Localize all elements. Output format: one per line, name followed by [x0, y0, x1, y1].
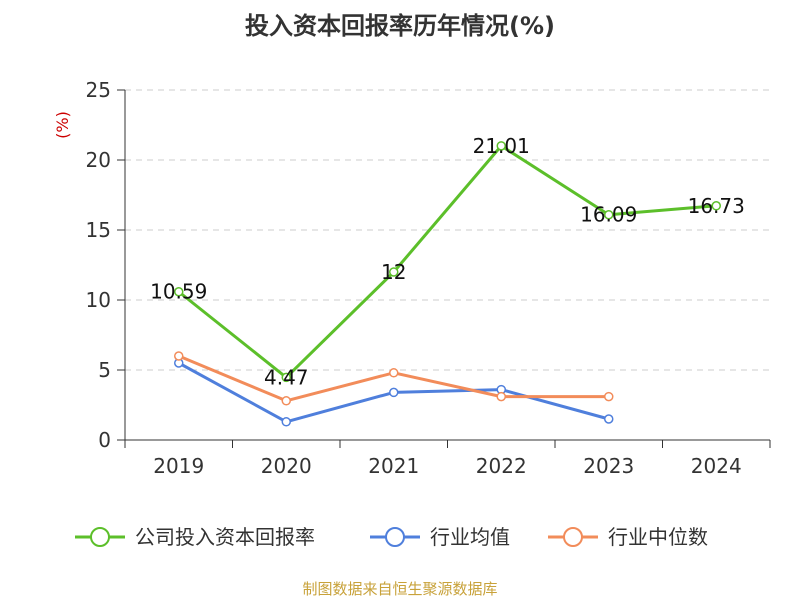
series-point-0	[281, 372, 291, 383]
y-axis-label: (%)	[53, 111, 72, 139]
series-point-2	[389, 368, 399, 378]
data-label: 12	[381, 260, 406, 284]
legend-label-0: 公司投入资本回报率	[135, 525, 315, 549]
data-label: 16.09	[580, 203, 637, 227]
legend: 公司投入资本回报率 行业均值 行业中位数	[75, 525, 708, 549]
series-point-0	[496, 141, 506, 151]
x-tick-label: 2020	[261, 454, 312, 478]
data-labels: 10.59 4.47 12 21.01 16.09 16.73	[150, 134, 745, 390]
series-line-0	[177, 144, 717, 379]
series-point-1	[281, 417, 291, 427]
data-label: 4.47	[264, 365, 309, 389]
y-tick-label: 20	[86, 148, 111, 172]
axes: 0 5 10 15 20 25 2019 2020 2021 2022 2023 2024	[86, 78, 771, 478]
data-label: 10.59	[150, 280, 207, 304]
series-layer	[174, 141, 721, 427]
series-point-2	[174, 351, 184, 361]
x-tick-label: 2023	[583, 454, 634, 478]
legend-marker-1	[385, 527, 405, 547]
chart-title: 投入资本回报率历年情况(%)	[245, 12, 555, 40]
legend-label-1: 行业均值	[430, 525, 510, 549]
grid-lines	[125, 89, 770, 371]
series-point-1	[389, 387, 399, 398]
data-label: 21.01	[473, 134, 530, 158]
y-tick-label: 10	[86, 288, 111, 312]
data-label: 16.73	[688, 194, 745, 218]
series-point-2	[604, 391, 614, 402]
series-point-0	[389, 267, 399, 277]
series-point-2	[281, 396, 291, 406]
y-tick-label: 5	[98, 358, 111, 382]
series-point-0	[711, 201, 721, 211]
x-tick-label: 2024	[691, 454, 742, 478]
legend-marker-2	[563, 527, 583, 547]
x-tick-label: 2019	[153, 454, 204, 478]
x-tick-label: 2022	[476, 454, 527, 478]
y-tick-label: 25	[86, 78, 111, 102]
x-tick-label: 2021	[368, 454, 419, 478]
legend-marker-0	[90, 527, 110, 547]
series-point-0	[604, 209, 614, 220]
y-tick-label: 15	[86, 218, 111, 242]
series-point-1	[604, 414, 614, 424]
series-point-2	[496, 391, 506, 402]
y-tick-label: 0	[98, 428, 111, 452]
series-point-0	[174, 286, 184, 297]
legend-label-2: 行业中位数	[608, 525, 708, 549]
source-note: 制图数据来自恒生聚源数据库	[302, 580, 498, 598]
